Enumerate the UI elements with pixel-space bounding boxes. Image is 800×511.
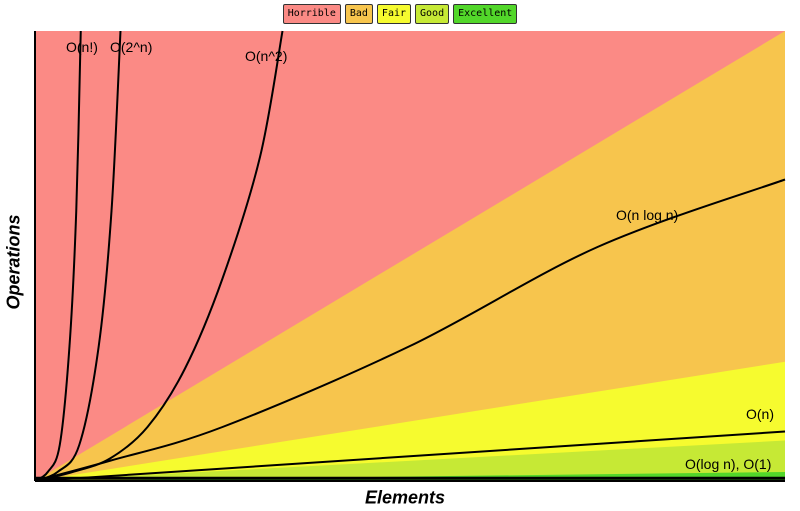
region-bad — [35, 31, 785, 481]
complexity-regions — [35, 31, 785, 481]
curve-o-n-log-n — [34, 178, 786, 482]
curve-labels: O(n!) O(2^n) O(n^2) O(n log n) O(n) O(log n),… — [66, 39, 774, 472]
curve-o-n — [34, 30, 82, 482]
curve-o-n — [34, 430, 786, 482]
legend-item-bad: Bad — [344, 4, 373, 24]
legend: Horrible Bad Fair Good Excellent — [0, 4, 800, 24]
legend-item-good: Good — [415, 4, 450, 24]
label-o-n: O(n) — [746, 406, 774, 422]
region-good — [35, 440, 785, 481]
label-o-n: O(n!) — [66, 39, 98, 55]
legend-item-excellent: Excellent — [453, 4, 518, 24]
y-axis-label: Operations — [3, 214, 24, 310]
x-axis-label: Elements — [364, 487, 446, 508]
label-o-log-n: O(log n), O(1) — [685, 456, 771, 472]
complexity-curves — [34, 30, 786, 482]
label-o-n-log-n: O(n log n) — [616, 207, 678, 223]
curve-o-2-n — [34, 30, 122, 482]
legend-item-horrible: Horrible — [282, 4, 341, 24]
label-o-n-2: O(n^2) — [245, 48, 287, 64]
label-o-2-n: O(2^n) — [110, 39, 152, 55]
legend-item-fair: Fair — [376, 4, 412, 24]
